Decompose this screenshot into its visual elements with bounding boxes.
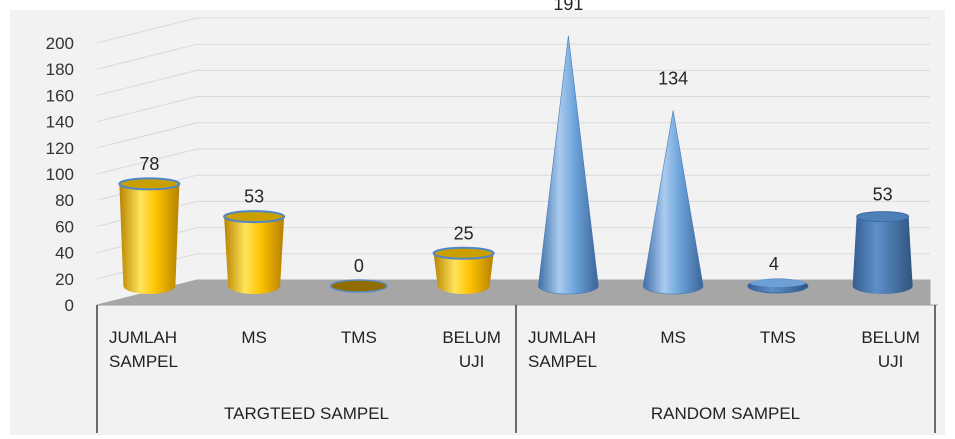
x-tick-label: BELUM UJI (442, 328, 501, 371)
data-label: 191 (553, 0, 583, 14)
data-label: 0 (354, 256, 364, 276)
group-label: TARGTEED SAMPEL (224, 404, 389, 423)
bar-mark (433, 253, 494, 294)
y-tick-label: 140 (46, 113, 74, 132)
y-tick-label: 180 (46, 60, 74, 79)
gridline (96, 148, 930, 175)
x-tick-label: TMS (341, 328, 377, 347)
x-tick-label: MS (241, 328, 267, 347)
data-label: 53 (873, 185, 893, 205)
bar-top (856, 211, 910, 223)
y-tick-label: 40 (55, 244, 74, 263)
data-label: 78 (139, 154, 159, 174)
bar-mark (119, 183, 180, 294)
x-tick-label: TMS (760, 328, 796, 347)
x-tick-label: JUMLAH SAMPEL (109, 328, 178, 371)
y-tick-label: 120 (46, 139, 74, 158)
gridline (96, 69, 930, 96)
y-tick-label: 0 (65, 296, 74, 315)
gridline (96, 96, 930, 123)
bar-mark (224, 216, 285, 294)
group-label: RANDOM SAMPEL (651, 404, 800, 423)
bar-top (432, 246, 495, 260)
x-tick-label: JUMLAH SAMPEL (528, 328, 597, 371)
gridline (96, 17, 930, 44)
gridline (96, 122, 930, 149)
data-label: 134 (658, 68, 688, 88)
bar-top (749, 279, 806, 287)
bar-top (118, 177, 181, 191)
y-tick-label: 100 (46, 165, 74, 184)
y-tick-label: 60 (55, 217, 74, 236)
x-tick-label: BELUM UJI (861, 328, 920, 371)
bar-mark (538, 35, 599, 295)
x-tick-label: MS (660, 328, 686, 347)
data-label: 4 (769, 254, 779, 274)
bar-top (223, 210, 286, 224)
y-tick-label: 20 (55, 270, 74, 289)
y-tick-label: 80 (55, 191, 74, 210)
bar-mark (642, 110, 704, 295)
data-label: 25 (454, 223, 474, 243)
y-tick-label: 200 (46, 34, 74, 53)
gridline (96, 43, 930, 70)
data-label: 53 (244, 187, 264, 207)
bar-mark (852, 216, 913, 294)
bar-mark (330, 279, 388, 293)
y-tick-label: 160 (46, 86, 74, 105)
